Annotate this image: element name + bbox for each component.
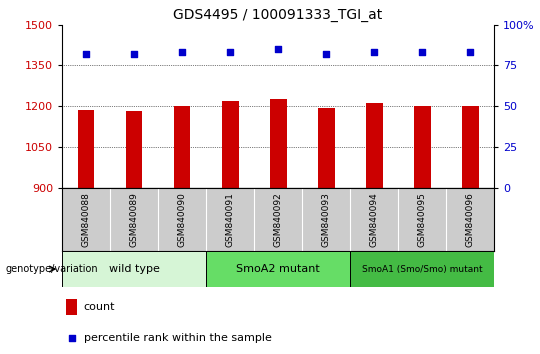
Bar [350, 251, 494, 287]
Point [226, 50, 234, 55]
Bar [366, 103, 382, 188]
Text: count: count [84, 302, 115, 313]
Bar [462, 106, 478, 188]
Bar [126, 111, 143, 188]
Text: wild type: wild type [109, 264, 159, 274]
Text: SmoA1 (Smo/Smo) mutant: SmoA1 (Smo/Smo) mutant [362, 264, 482, 274]
Text: GSM840095: GSM840095 [417, 192, 427, 247]
Text: SmoA2 mutant: SmoA2 mutant [236, 264, 320, 274]
Text: GSM840093: GSM840093 [322, 192, 330, 247]
Point [370, 50, 379, 55]
Bar [206, 251, 350, 287]
Bar [318, 108, 334, 188]
Bar [78, 110, 94, 188]
Text: GSM840091: GSM840091 [226, 192, 234, 247]
Bar [269, 99, 287, 188]
Text: GSM840090: GSM840090 [178, 192, 187, 247]
Point [466, 50, 475, 55]
Text: genotype/variation: genotype/variation [5, 264, 98, 274]
Point [322, 51, 330, 57]
Point [274, 46, 282, 52]
Bar [414, 106, 430, 188]
Text: GSM840092: GSM840092 [274, 192, 282, 247]
Text: GSM840088: GSM840088 [82, 192, 91, 247]
Point [68, 335, 76, 341]
Bar [66, 299, 77, 315]
Text: GSM840094: GSM840094 [369, 192, 379, 247]
Point [418, 50, 427, 55]
Title: GDS4495 / 100091333_TGI_at: GDS4495 / 100091333_TGI_at [173, 8, 383, 22]
Bar [62, 251, 206, 287]
Point [82, 51, 90, 57]
Text: GSM840089: GSM840089 [130, 192, 139, 247]
Point [178, 50, 186, 55]
Bar [174, 106, 191, 188]
Text: GSM840096: GSM840096 [465, 192, 475, 247]
Text: percentile rank within the sample: percentile rank within the sample [84, 333, 272, 343]
Bar [222, 101, 239, 188]
Point [130, 51, 138, 57]
